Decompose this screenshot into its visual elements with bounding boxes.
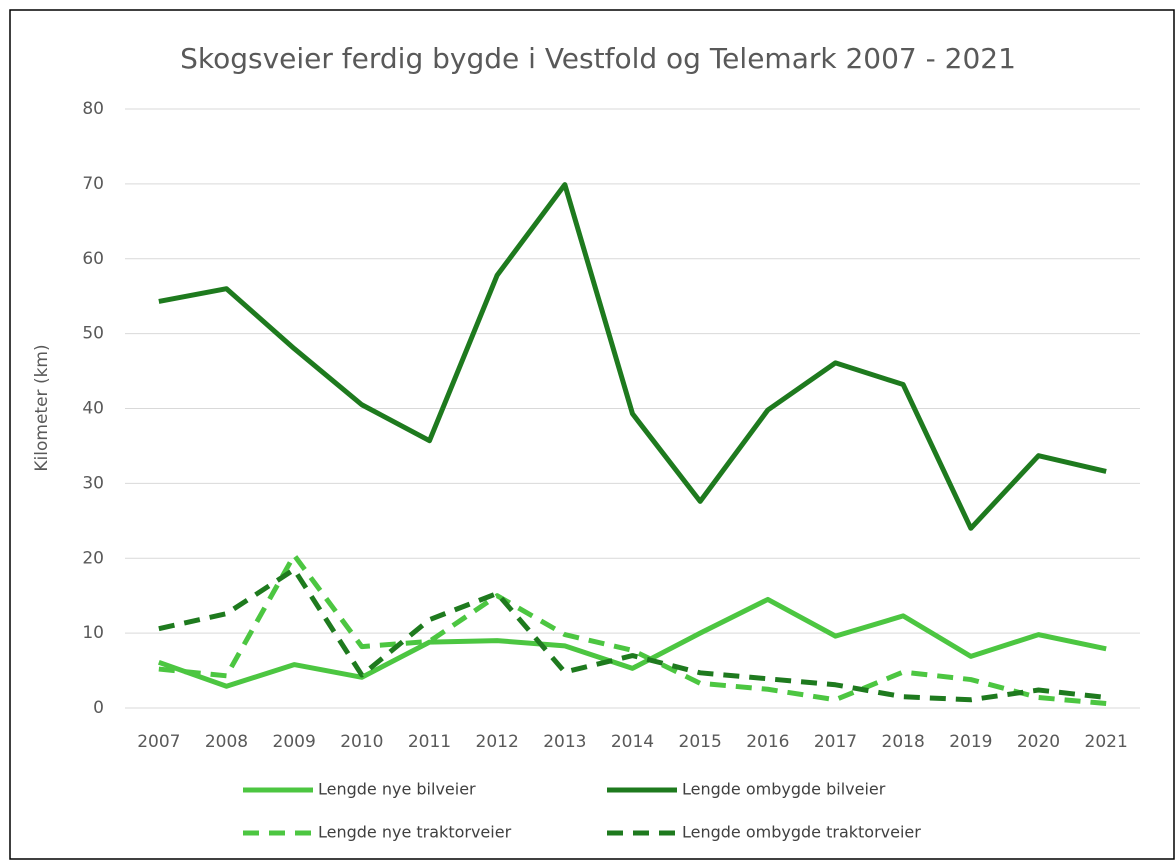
x-tick-label: 2013: [543, 732, 586, 752]
chart-title: Skogsveier ferdig bygde i Vestfold og Te…: [180, 42, 1016, 75]
x-tick-label: 2017: [814, 732, 857, 752]
x-tick-label: 2020: [1017, 732, 1060, 752]
y-tick-label: 30: [82, 473, 104, 493]
x-tick-label: 2009: [273, 732, 316, 752]
y-tick-label: 10: [82, 623, 104, 643]
x-tick-label: 2008: [205, 732, 248, 752]
x-tick-label: 2010: [340, 732, 383, 752]
x-tick-label: 2015: [679, 732, 722, 752]
x-tick-label: 2012: [476, 732, 519, 752]
series-line: [158, 182, 1107, 531]
series-line: [158, 552, 1107, 706]
y-tick-label: 50: [82, 324, 104, 344]
chart-frame: [9, 9, 1175, 860]
y-tick-label: 80: [82, 99, 104, 119]
y-axis-label: Kilometer (km): [32, 344, 52, 471]
y-tick-label: 0: [93, 698, 104, 718]
y-tick-label: 20: [82, 548, 104, 568]
y-tick-label: 40: [82, 399, 104, 419]
series-line: [157, 596, 1107, 689]
x-tick-label: 2021: [1085, 732, 1128, 752]
x-tick-label: 2011: [408, 732, 451, 752]
x-tick-label: 2007: [137, 732, 180, 752]
legend-label: Lengde ombygde traktorveier: [682, 823, 921, 842]
legend-label: Lengde nye bilveier: [318, 780, 476, 799]
x-tick-label: 2019: [949, 732, 992, 752]
series-line: [158, 566, 1107, 703]
y-tick-label: 70: [82, 174, 104, 194]
x-tick-label: 2016: [746, 732, 789, 752]
legend-label: Lengde nye traktorveier: [318, 823, 512, 842]
y-tick-label: 60: [82, 249, 104, 269]
x-tick-label: 2014: [611, 732, 654, 752]
legend-label: Lengde ombygde bilveier: [682, 780, 886, 799]
x-tick-label: 2018: [882, 732, 925, 752]
